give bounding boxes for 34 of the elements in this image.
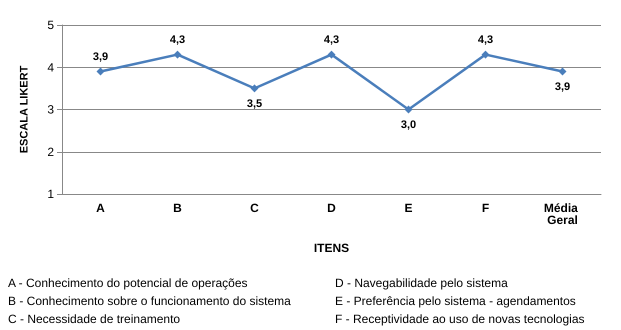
point [328,50,336,59]
data-label: 3,9 [92,50,108,63]
x-tick-label: F [482,201,490,215]
text: D - Navegabilidade pelo sistema [335,276,508,290]
x-tick-label: B [173,201,182,215]
point [250,84,258,92]
point [96,67,104,76]
y-tick-label: 2 [47,144,54,159]
text: E - Preferência pelo sistema - agendamentos [335,294,576,308]
point [558,67,566,76]
y-axis-title: ESCALA LIKERT [18,65,30,154]
y-tick-label: 4 [47,60,54,74]
data-label: 3,0 [400,119,416,131]
y-tick-label: 5 [47,18,54,32]
point [404,106,412,114]
data-label: 4,3 [478,34,494,46]
text: A - Conhecimento do potencial de operações [8,276,248,290]
data-label: 4,3 [324,34,340,46]
x-axis-title: ITENS [314,241,350,255]
y-tick-label: 3 [47,102,54,116]
point [174,50,182,59]
y-tick-label: 1 [47,187,54,201]
text: B - Conhecimento sobre o funcionamento do sistema [8,294,292,308]
x-tick-label: A [96,201,106,215]
x-tick-label: E [404,201,413,215]
text: F - Receptividade ao uso de novas tecnologias [335,312,584,326]
point [482,50,490,59]
x-tick-label: Média Geral [544,201,582,227]
x-tick-label: D [327,201,336,215]
data-label: 4,3 [170,34,186,46]
x-tick-label: C [250,201,260,215]
data-label: 3,5 [246,98,262,110]
text: C - Necessidade de treinamento [8,312,180,326]
data-label: 3,9 [554,80,570,93]
